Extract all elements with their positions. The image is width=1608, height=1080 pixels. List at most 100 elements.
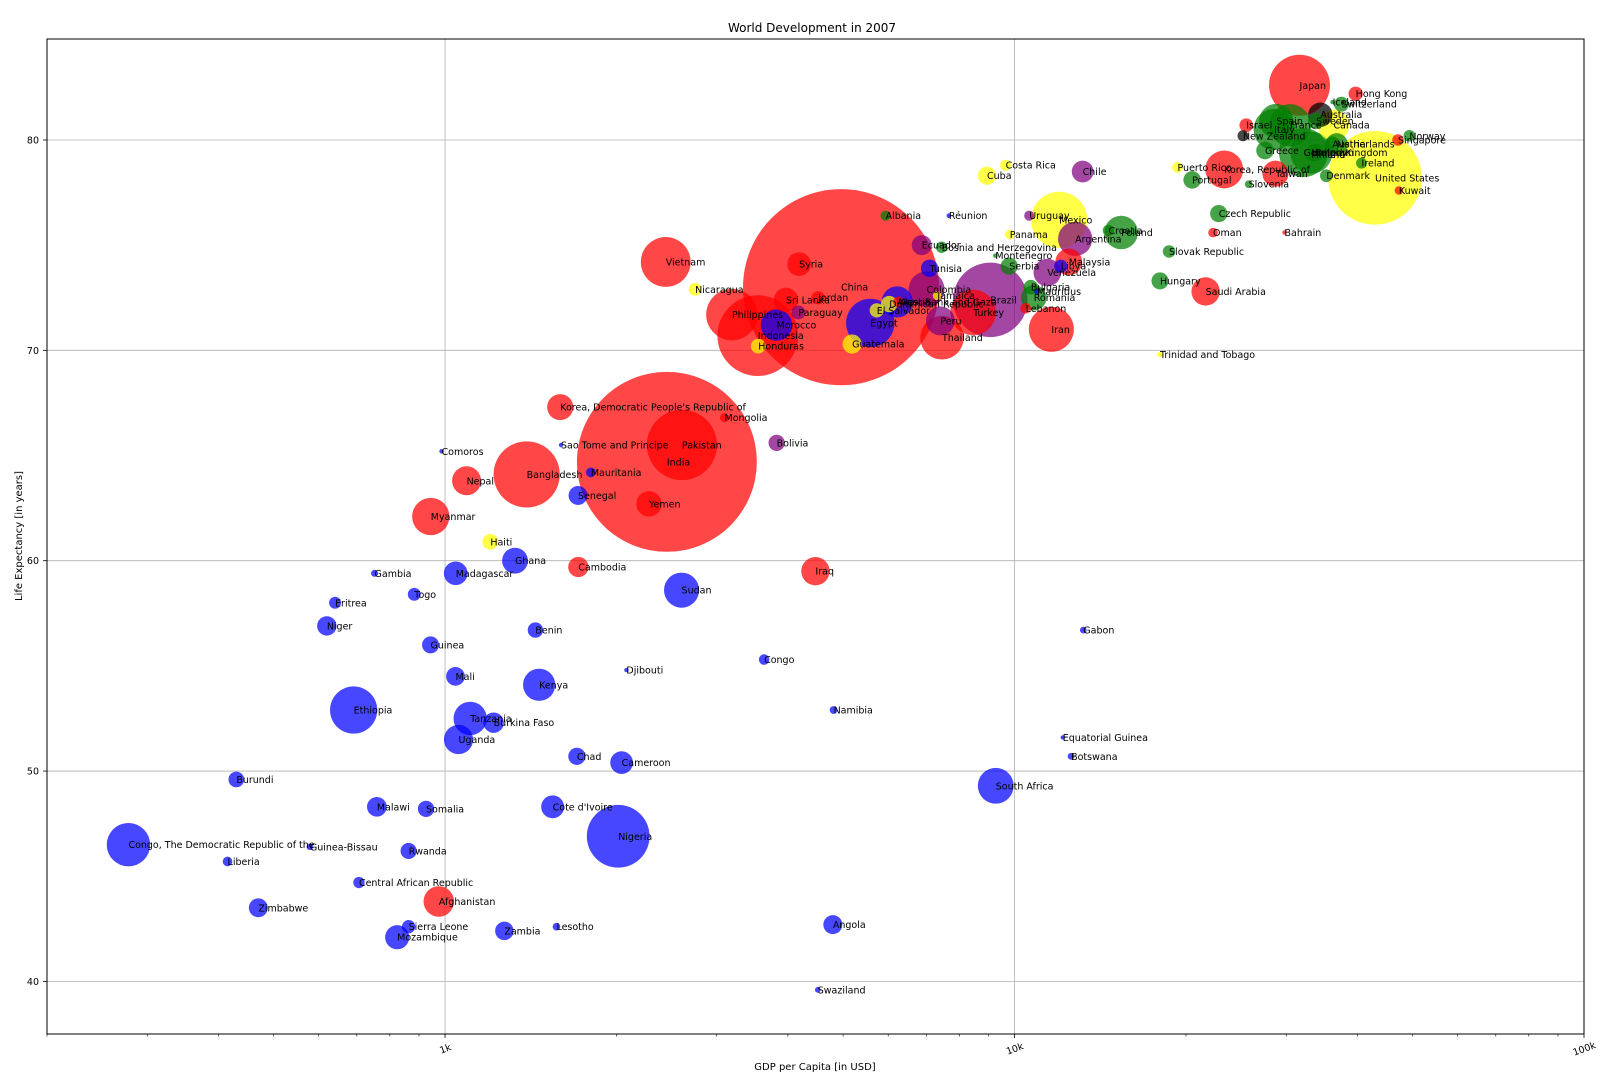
point-label: Bulgaria <box>1031 283 1070 294</box>
bubble-point <box>1033 258 1062 287</box>
bubble-point <box>1244 180 1253 188</box>
x-tick-label: 10k <box>1005 1041 1026 1058</box>
point-label: Congo <box>764 655 794 666</box>
point-label: Bolivia <box>777 438 809 449</box>
point-label: Rwanda <box>409 846 447 857</box>
point-label: Gambia <box>375 569 412 580</box>
bubble-point <box>760 309 793 341</box>
point-label: Togo <box>413 590 436 601</box>
point-label: Netherlands <box>1337 140 1395 151</box>
bubble-point <box>439 449 444 454</box>
y-tick-label: 50 <box>27 767 39 778</box>
bubble-point <box>932 291 942 301</box>
bubble-point <box>688 282 702 296</box>
point-label: Central African Republic <box>359 878 473 889</box>
point-label: Iraq <box>815 567 834 578</box>
point-label: Zimbabwe <box>258 903 308 914</box>
point-label: Tunisia <box>929 264 962 275</box>
point-label: India <box>667 457 690 468</box>
point-label: Yemen <box>648 499 681 510</box>
point-label: Cote d'Ivoire <box>553 802 613 813</box>
bubble-point <box>801 557 830 586</box>
bubble-point <box>568 486 588 505</box>
point-label: Ireland <box>1362 159 1395 170</box>
point-label: Burundi <box>236 775 273 786</box>
point-labels: Japan Hong KongIcelandSwitzerlandAustrali… <box>128 81 1446 997</box>
bubble-point <box>719 413 730 423</box>
bubble-point <box>1237 130 1249 142</box>
point-label: Colombia <box>927 285 972 296</box>
bubble-point <box>1269 54 1331 116</box>
point-label: Mexico <box>1059 215 1092 226</box>
bubble-point <box>417 800 435 818</box>
bubble-point <box>869 303 884 318</box>
point-label: Namibia <box>834 706 873 717</box>
point-label: Germany <box>1304 148 1348 159</box>
bubble-point <box>636 491 662 517</box>
bubble-point <box>353 876 365 889</box>
bubble-point <box>893 296 904 308</box>
bubble-point <box>483 712 504 733</box>
bubble-point <box>330 686 378 734</box>
bubble-point <box>412 497 450 536</box>
point-label: Ghana <box>515 556 546 567</box>
bubble-point <box>1282 230 1287 235</box>
point-label: Denmark <box>1326 171 1370 182</box>
bubble-point <box>1205 150 1244 189</box>
bubble-point <box>1060 735 1065 740</box>
bubble-point <box>1034 288 1041 295</box>
point-label: Iceland <box>1333 98 1367 109</box>
bubble-point <box>527 622 544 638</box>
bubble-point <box>977 166 997 185</box>
bubble-point <box>1102 224 1115 237</box>
point-label: China <box>841 283 868 294</box>
point-label: France <box>1290 121 1322 132</box>
point-label: Canada <box>1334 121 1370 132</box>
point-label: Uruguay <box>1029 211 1070 222</box>
bubble-point <box>401 920 416 934</box>
point-label: Argentina <box>1075 234 1121 245</box>
point-label: Afghanistan <box>439 897 496 908</box>
point-label: Singapore <box>1398 135 1446 146</box>
point-label: Venezuela <box>1047 268 1096 279</box>
point-label: Trinidad and Tobago <box>1159 350 1255 361</box>
point-label: Brazil <box>990 295 1017 306</box>
point-label: Honduras <box>758 342 804 353</box>
bubble-point <box>329 596 342 609</box>
bubble-point <box>1191 277 1220 306</box>
bubble-point <box>911 235 932 256</box>
point-label: Equatorial Guinea <box>1063 733 1148 744</box>
bubble-point <box>624 667 629 673</box>
bubble-point <box>558 442 564 448</box>
point-label: Chad <box>577 752 602 763</box>
point-label: Mongolia <box>725 413 768 424</box>
point-label: Malawi <box>377 802 410 813</box>
point-label: Saudi Arabia <box>1206 287 1266 298</box>
point-label: Indonesia <box>758 331 804 342</box>
point-label: Nigeria <box>618 832 652 843</box>
bubble-point <box>400 842 417 860</box>
bubble-point <box>1183 171 1201 189</box>
bubble-point <box>663 572 700 608</box>
point-label: Mauritania <box>591 468 642 479</box>
point-label: Sierra Leone <box>409 922 469 933</box>
point-label: Serbia <box>1009 262 1039 273</box>
point-label: Eritrea <box>335 598 367 609</box>
point-label: Korea, Republic of <box>1224 165 1310 176</box>
point-label: Comoros <box>442 447 484 458</box>
point-label: Réunion <box>949 211 988 222</box>
point-label: Mauritius <box>1037 287 1081 298</box>
point-label: Angola <box>833 920 866 931</box>
point-label: Panama <box>1010 230 1048 241</box>
bubble-point <box>946 213 952 219</box>
bubble-point <box>1162 245 1176 258</box>
point-label: Burkina Faso <box>494 718 555 729</box>
bubble-point <box>791 305 806 320</box>
bubble-point <box>1079 626 1087 634</box>
point-label: Slovak Republic <box>1169 247 1244 258</box>
bubble-point <box>935 241 948 253</box>
point-label: Kuwait <box>1399 186 1431 197</box>
point-label: Hungary <box>1160 276 1201 287</box>
bubble-point <box>1334 96 1349 112</box>
bubble-point <box>552 922 561 931</box>
